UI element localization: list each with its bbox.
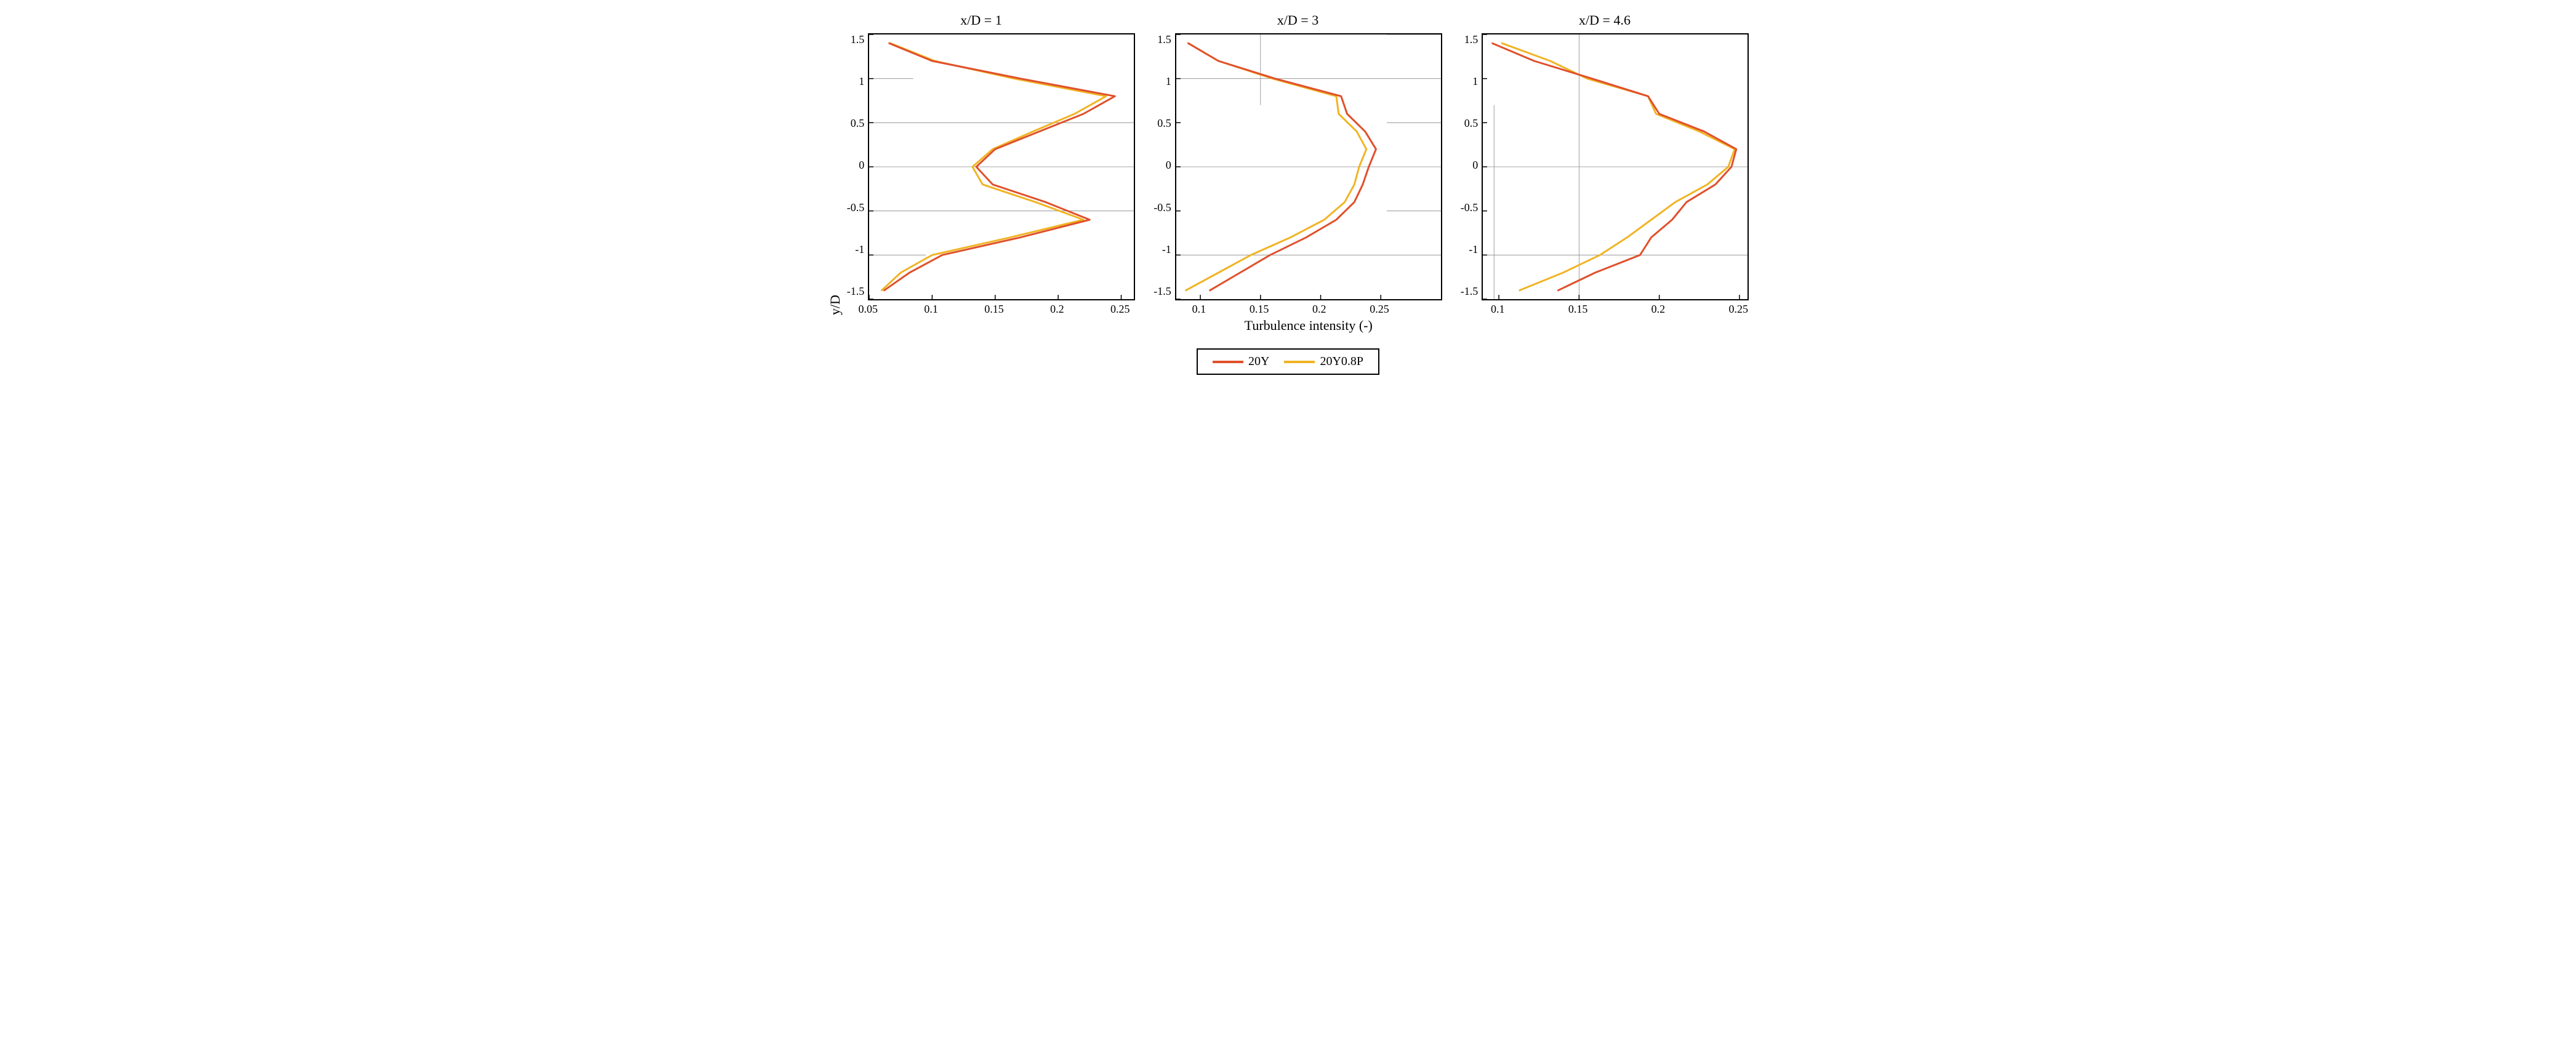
legend-swatch	[1284, 361, 1315, 363]
legend: 20Y 20Y0.8P	[1197, 348, 1379, 375]
plot-column: 0.1 0.15 0.2 0.25	[1482, 33, 1749, 315]
y-tick-label: -0.5	[847, 201, 865, 214]
y-tick-label: -1	[847, 243, 865, 256]
y-tick-label: -0.5	[1154, 201, 1171, 214]
x-tick-label: 0.05	[859, 303, 878, 316]
plot-svg	[1176, 34, 1441, 299]
x-tick-label: 0.15	[1568, 303, 1588, 316]
y-tick-label: -1	[1154, 243, 1171, 256]
y-tick-label: -0.5	[1461, 201, 1479, 214]
y-tick-label: -1	[1461, 243, 1479, 256]
y-tick-label: 1	[1461, 75, 1479, 88]
y-tick-label: 0	[1461, 159, 1479, 172]
y-ticks: 1.5 1 0.5 0 -0.5 -1 -1.5	[1461, 33, 1482, 298]
legend-item: 20Y	[1213, 355, 1269, 369]
y-axis-label: y/D	[827, 33, 843, 315]
y-ticks: 1.5 1 0.5 0 -0.5 -1 -1.5	[1154, 33, 1175, 298]
plot-area	[1482, 33, 1749, 300]
plot-area	[1175, 33, 1442, 300]
panel: x/D = 1 y/D 1.5 1 0.5 0 -0.5 -1 -1.5 0.05 0.1 0.15 0…	[827, 12, 1136, 334]
y-tick-label: 0.5	[1154, 117, 1171, 130]
y-ticks: 1.5 1 0.5 0 -0.5 -1 -1.5	[847, 33, 869, 298]
x-tick-label: 0.15	[984, 303, 1004, 316]
plot-wrap: y/D 1.5 1 0.5 0 -0.5 -1 -1.5 0.05 0.1 0.15 0.2 0.25	[827, 33, 1136, 315]
panel-title: x/D = 1	[960, 12, 1001, 28]
panel-title: x/D = 4.6	[1579, 12, 1631, 28]
x-tick-label: 0.25	[1370, 303, 1389, 316]
x-tick-label: 0.25	[1110, 303, 1130, 316]
x-tick-label: 0.1	[1491, 303, 1505, 316]
y-tick-label: 0.5	[1461, 117, 1479, 130]
y-tick-label: 0.5	[847, 117, 865, 130]
x-ticks: 0.1 0.15 0.2 0.25	[1175, 303, 1440, 315]
y-tick-label: 1	[1154, 75, 1171, 88]
panel: x/D = 4.6 1.5 1 0.5 0 -0.5 -1 -1.5 0.1 0.15 0.2 0.2…	[1461, 12, 1749, 334]
x-tick-label: 0.1	[924, 303, 938, 316]
legend-label: 20Y	[1248, 355, 1269, 369]
x-axis-label: Turbulence intensity (-)	[1175, 318, 1442, 334]
legend-swatch	[1213, 361, 1243, 363]
x-tick-label: 0.25	[1728, 303, 1748, 316]
x-tick-label: 0.2	[1651, 303, 1666, 316]
plot-wrap: 1.5 1 0.5 0 -0.5 -1 -1.5 0.1 0.15 0.2 0.25	[1461, 33, 1749, 315]
plot-svg	[1483, 34, 1747, 299]
legend-item: 20Y0.8P	[1284, 355, 1363, 369]
y-tick-label: 1.5	[1461, 33, 1479, 46]
legend-label: 20Y0.8P	[1320, 355, 1363, 369]
figure: x/D = 1y/D1.510.50-0.5-1-1.50.050.10.150…	[12, 12, 2564, 375]
x-tick-label: 0.1	[1192, 303, 1206, 316]
y-tick-label: 0	[1154, 159, 1171, 172]
x-ticks: 0.050.10.150.20.25	[868, 303, 1133, 315]
plot-wrap: 1.5 1 0.5 0 -0.5 -1 -1.5 0.1 0.15 0.2 0.25 Turbulen…	[1154, 33, 1442, 334]
x-tick-label: 0.2	[1050, 303, 1064, 316]
plot-column: 0.050.10.150.20.25	[868, 33, 1135, 315]
panel: x/D = 3 1.5 1 0.5 0 -0.5 -1 -1.5 0.1 0.15 0.2 0.25 T…	[1154, 12, 1442, 334]
plot-column: 0.1 0.15 0.2 0.25 Turbulence intensity (-)	[1175, 33, 1442, 334]
y-tick-label: -1.5	[847, 285, 865, 298]
y-tick-label: 1.5	[1154, 33, 1171, 46]
x-tick-label: 0.2	[1312, 303, 1326, 316]
x-ticks: 0.1 0.15 0.2 0.25	[1482, 303, 1746, 315]
y-tick-label: -1.5	[1461, 285, 1479, 298]
x-tick-label: 0.15	[1250, 303, 1269, 316]
panel-row: x/D = 1y/D1.510.50-0.5-1-1.50.050.10.150…	[12, 12, 2564, 334]
y-tick-label: -1.5	[1154, 285, 1171, 298]
panel-title: x/D = 3	[1277, 12, 1318, 28]
plot-area	[868, 33, 1135, 300]
plot-svg	[869, 34, 1134, 299]
y-tick-label: 1.5	[847, 33, 865, 46]
y-tick-label: 1	[847, 75, 865, 88]
y-tick-label: 0	[847, 159, 865, 172]
